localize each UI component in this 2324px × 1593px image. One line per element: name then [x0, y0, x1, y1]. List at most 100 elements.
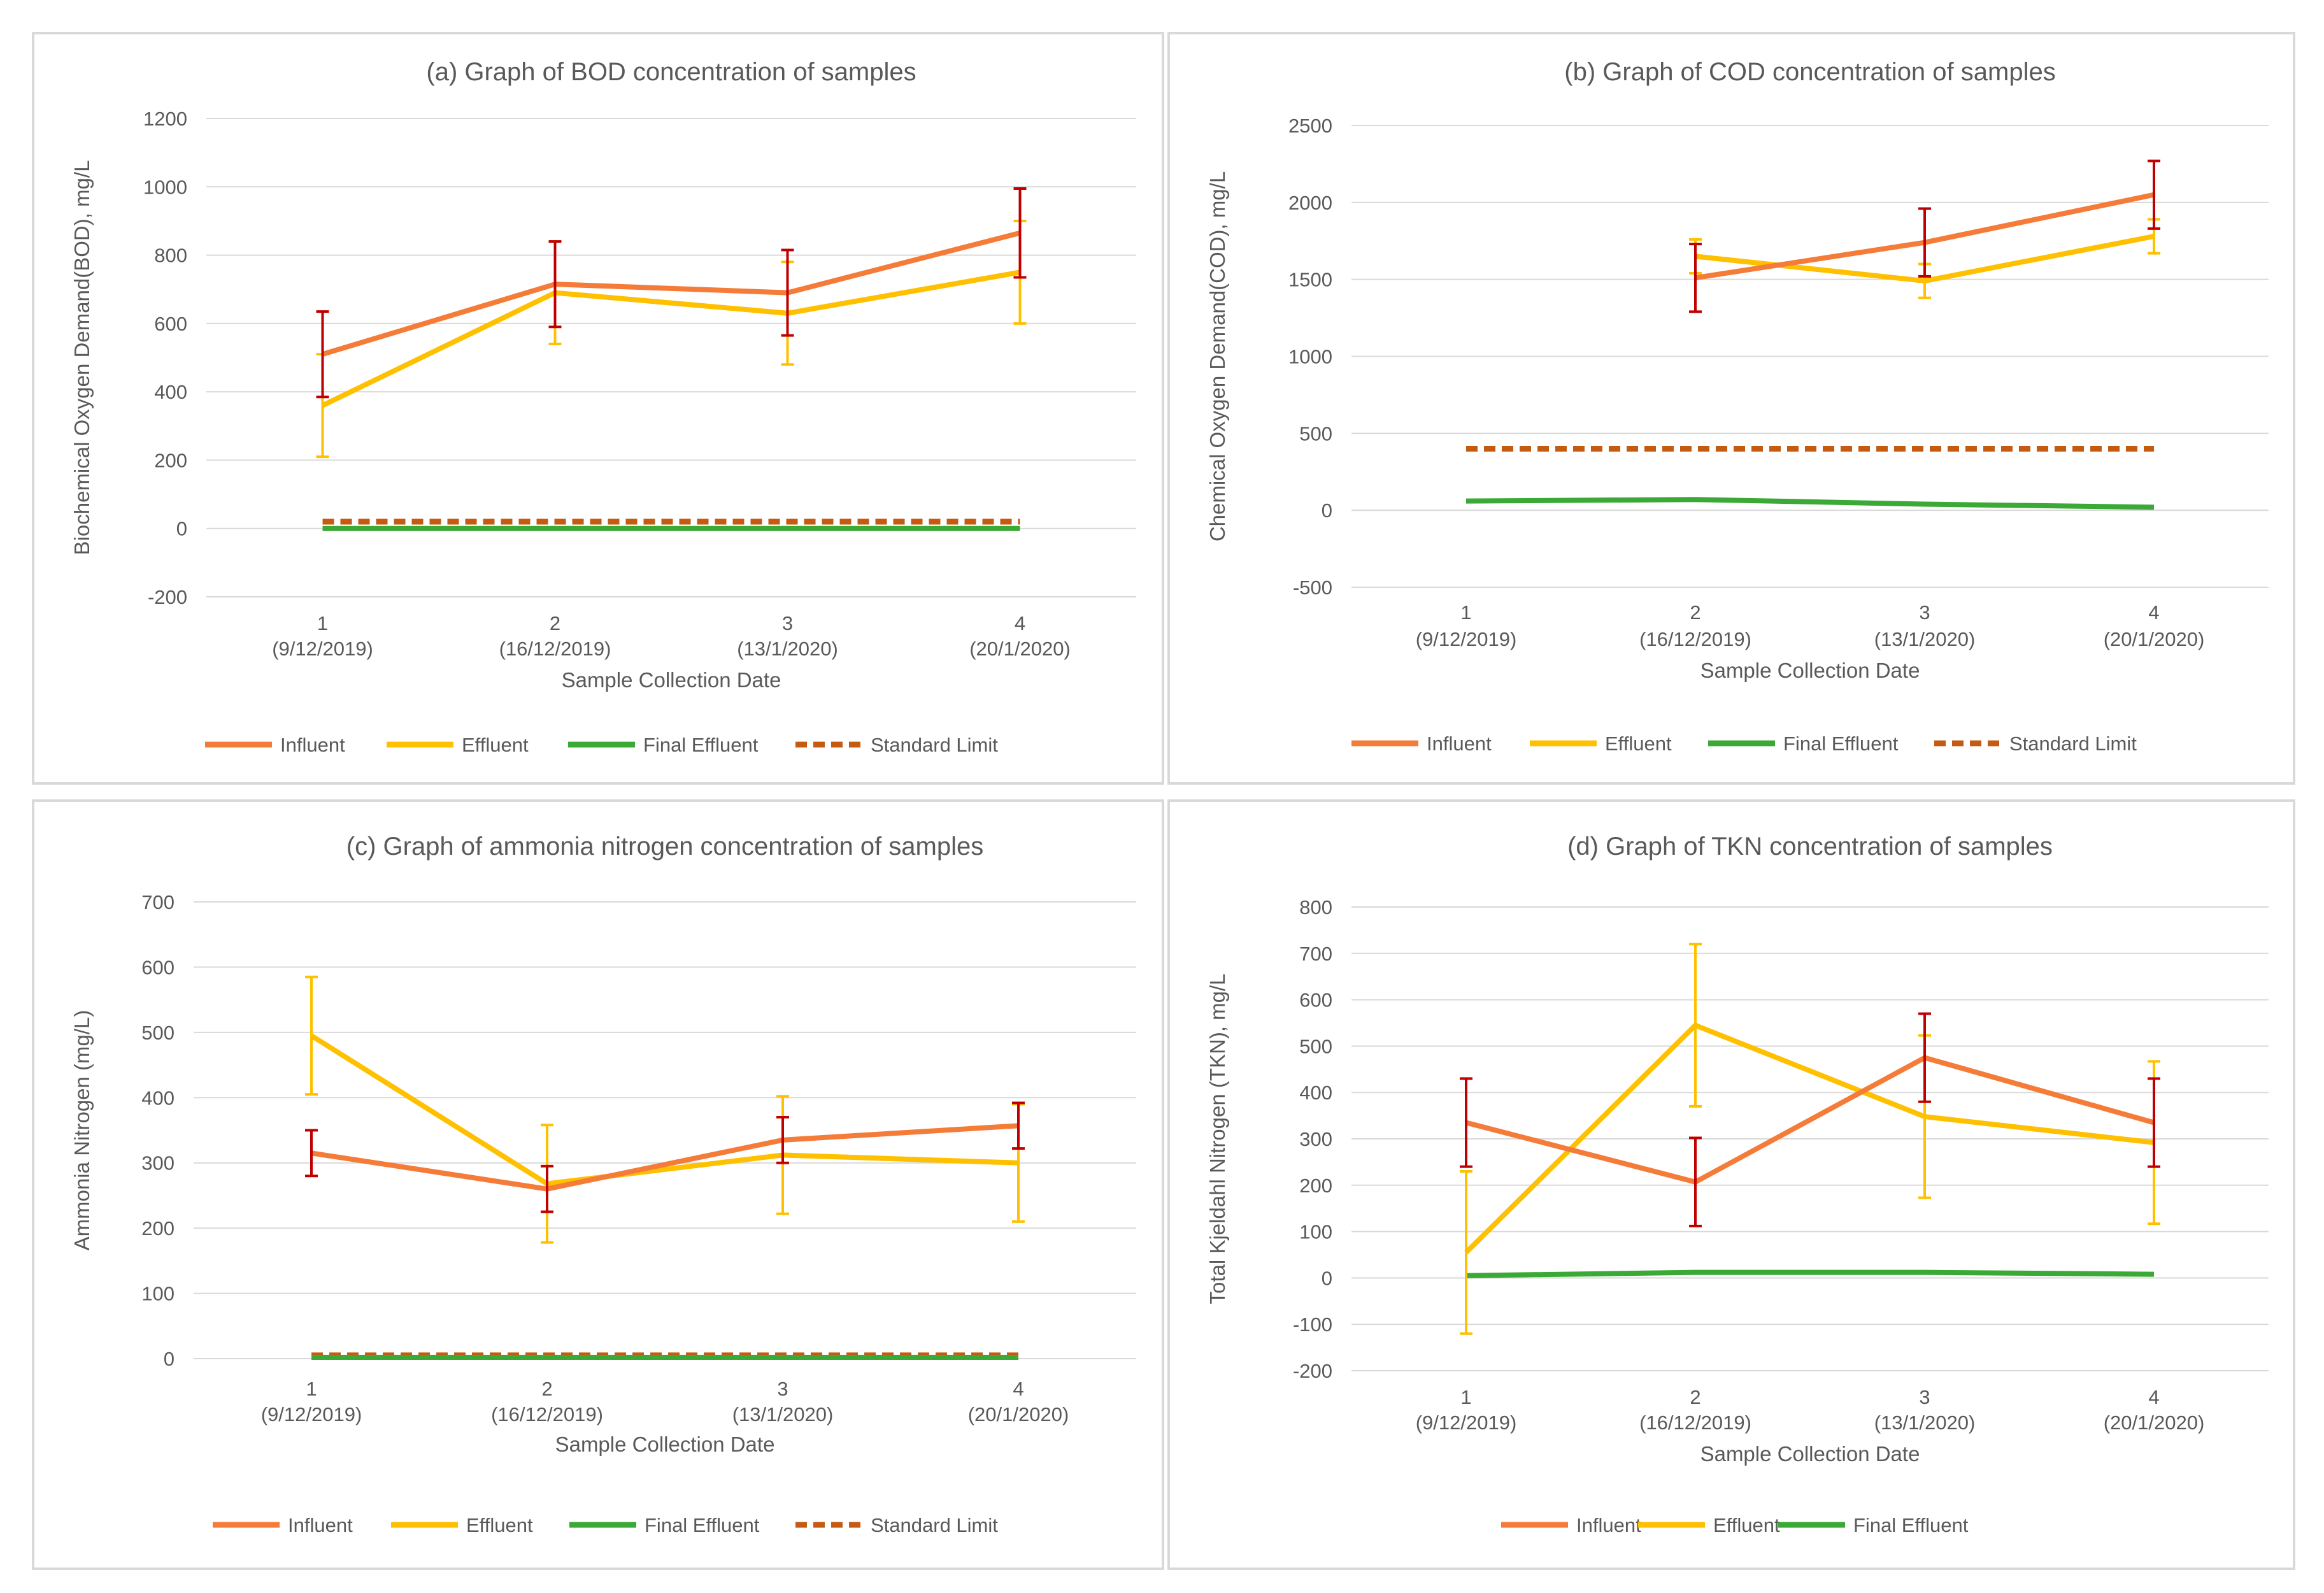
x-tick-label: 1 [306, 1378, 317, 1400]
x-date-label: (9/12/2019) [261, 1403, 362, 1425]
chart-panel-tkn: (d) Graph of TKN concentration of sample… [1167, 799, 2295, 1570]
y-tick-label: 400 [1299, 1082, 1332, 1104]
x-tick-label: 1 [1460, 601, 1471, 624]
chart-ammonia: (c) Graph of ammonia nitrogen concentrat… [70, 832, 1136, 1536]
chart-bod: (a) Graph of BOD concentration of sample… [70, 58, 1136, 756]
legend-item-effluent: Effluent [1530, 732, 1672, 755]
x-tick-label: 4 [1013, 1378, 1023, 1400]
chart-panel-ammonia: (c) Graph of ammonia nitrogen concentrat… [32, 799, 1164, 1570]
legend: Influent Effluent Final Effluent Standard L… [205, 734, 998, 756]
chart-title: (c) Graph of ammonia nitrogen concentrat… [346, 832, 984, 861]
x-tick-label: 1 [317, 612, 328, 634]
error-bar-influent [1689, 243, 1702, 313]
chart-title: (b) Graph of COD concentration of sample… [1564, 58, 2055, 86]
error-bar-influent [548, 240, 562, 329]
legend-item-influent: Influent [1501, 1514, 1641, 1536]
error-bar-influent [2148, 1077, 2160, 1168]
y-axis-title: Biochemical Oxygen Demand(BOD), mg/L [70, 161, 94, 555]
chart-title: (a) Graph of BOD concentration of sample… [426, 58, 916, 86]
x-axis-title: Sample Collection Date [562, 668, 781, 692]
y-tick-label: 500 [141, 1022, 175, 1044]
y-tick-label: -200 [1293, 1360, 1332, 1382]
chart-panel-bod: (a) Graph of BOD concentration of sample… [32, 32, 1164, 785]
y-tick-label: 700 [141, 891, 175, 913]
y-tick-label: -100 [1293, 1313, 1332, 1336]
legend-label: Influent [1576, 1514, 1641, 1536]
y-tick-label: 600 [1299, 989, 1332, 1011]
legend-item-standard-limit: Standard Limit [795, 1514, 998, 1536]
legend-item-final-effluent: Final Effluent [1778, 1514, 1969, 1536]
x-tick-label: 2 [550, 612, 560, 634]
error-bar-influent [781, 248, 794, 337]
series-line-influent [322, 230, 1021, 357]
series-line-final-effluent [1465, 497, 2155, 510]
y-tick-label: 700 [1299, 943, 1332, 965]
y-tick-label: 600 [154, 313, 187, 335]
x-tick-label: 3 [782, 612, 793, 634]
legend-label: Effluent [462, 734, 529, 756]
legend: Influent Effluent Final Effluent Standard L… [1351, 732, 2137, 755]
legend-label: Final Effluent [645, 1514, 760, 1536]
series-line-effluent [310, 1033, 1019, 1187]
chart-tkn: (d) Graph of TKN concentration of sample… [1206, 832, 2269, 1536]
series-line-influent [1465, 1055, 2155, 1185]
legend-item-influent: Influent [205, 734, 345, 756]
y-tick-label: -200 [148, 586, 187, 608]
y-tick-label: 0 [1322, 499, 1332, 522]
y-tick-label: 500 [1299, 1035, 1332, 1057]
y-tick-label: 100 [1299, 1221, 1332, 1243]
series-line-effluent [1464, 1022, 2155, 1255]
x-tick-label: 2 [541, 1378, 552, 1400]
x-date-label: (20/1/2020) [2104, 628, 2205, 650]
y-tick-label: -500 [1293, 576, 1332, 599]
y-tick-label: 2000 [1288, 192, 1332, 214]
error-bar-influent [1013, 187, 1027, 279]
y-tick-label: 0 [164, 1348, 175, 1370]
legend-label: Final Effluent [643, 734, 759, 756]
x-tick-label: 4 [2148, 601, 2159, 624]
legend-label: Effluent [1605, 732, 1672, 755]
series-line-effluent [321, 269, 1021, 408]
y-tick-label: 2500 [1288, 115, 1332, 137]
error-bar-influent [1460, 1077, 1472, 1168]
x-date-label: (16/12/2019) [499, 638, 611, 660]
y-tick-label: 0 [1322, 1267, 1332, 1289]
error-bar-influent [305, 1129, 318, 1178]
error-bar-effluent [1460, 1169, 1472, 1335]
x-axis-title: Sample Collection Date [1700, 659, 1920, 682]
legend-item-effluent: Effluent [387, 734, 529, 756]
y-tick-label: 200 [1299, 1175, 1332, 1197]
error-bar-influent [1918, 207, 1931, 278]
gridlines [1351, 125, 2269, 588]
y-tick-label: 0 [176, 518, 187, 540]
error-bar-influent [1689, 1136, 1702, 1227]
gridlines [194, 901, 1136, 1359]
x-date-label: (20/1/2020) [969, 638, 1071, 660]
legend-item-final-effluent: Final Effluent [568, 734, 759, 756]
y-tick-label: 600 [141, 956, 175, 978]
legend-item-effluent: Effluent [1638, 1514, 1780, 1536]
legend-label: Standard Limit [871, 734, 998, 756]
x-axis-title: Sample Collection Date [1700, 1442, 1920, 1466]
error-bar-effluent [305, 975, 318, 1096]
legend-item-influent: Influent [1351, 732, 1492, 755]
legend-item-standard-limit: Standard Limit [1934, 732, 2137, 755]
y-axis-title: Chemical Oxygen Demand(COD), mg/L [1206, 171, 1229, 541]
y-tick-label: 200 [154, 449, 187, 471]
chart-panel-cod: (b) Graph of COD concentration of sample… [1167, 32, 2295, 785]
legend-label: Influent [288, 1514, 353, 1536]
y-tick-label: 400 [141, 1087, 175, 1109]
x-tick-label: 1 [1460, 1386, 1471, 1408]
x-date-label: (13/1/2020) [732, 1403, 834, 1425]
chart-cod: (b) Graph of COD concentration of sample… [1206, 58, 2269, 755]
x-tick-label: 2 [1690, 601, 1700, 624]
y-tick-label: 500 [1299, 422, 1332, 445]
legend-label: Influent [280, 734, 345, 756]
y-axis-title: Total Kjeldahl Nitrogen (TKN), mg/L [1206, 973, 1229, 1304]
legend-label: Standard Limit [2009, 732, 2137, 755]
x-date-label: (20/1/2020) [2104, 1411, 2205, 1434]
x-date-label: (13/1/2020) [1874, 628, 1976, 650]
gridlines [206, 118, 1136, 597]
legend-label: Final Effluent [1853, 1514, 1969, 1536]
gridlines [1351, 906, 2269, 1371]
